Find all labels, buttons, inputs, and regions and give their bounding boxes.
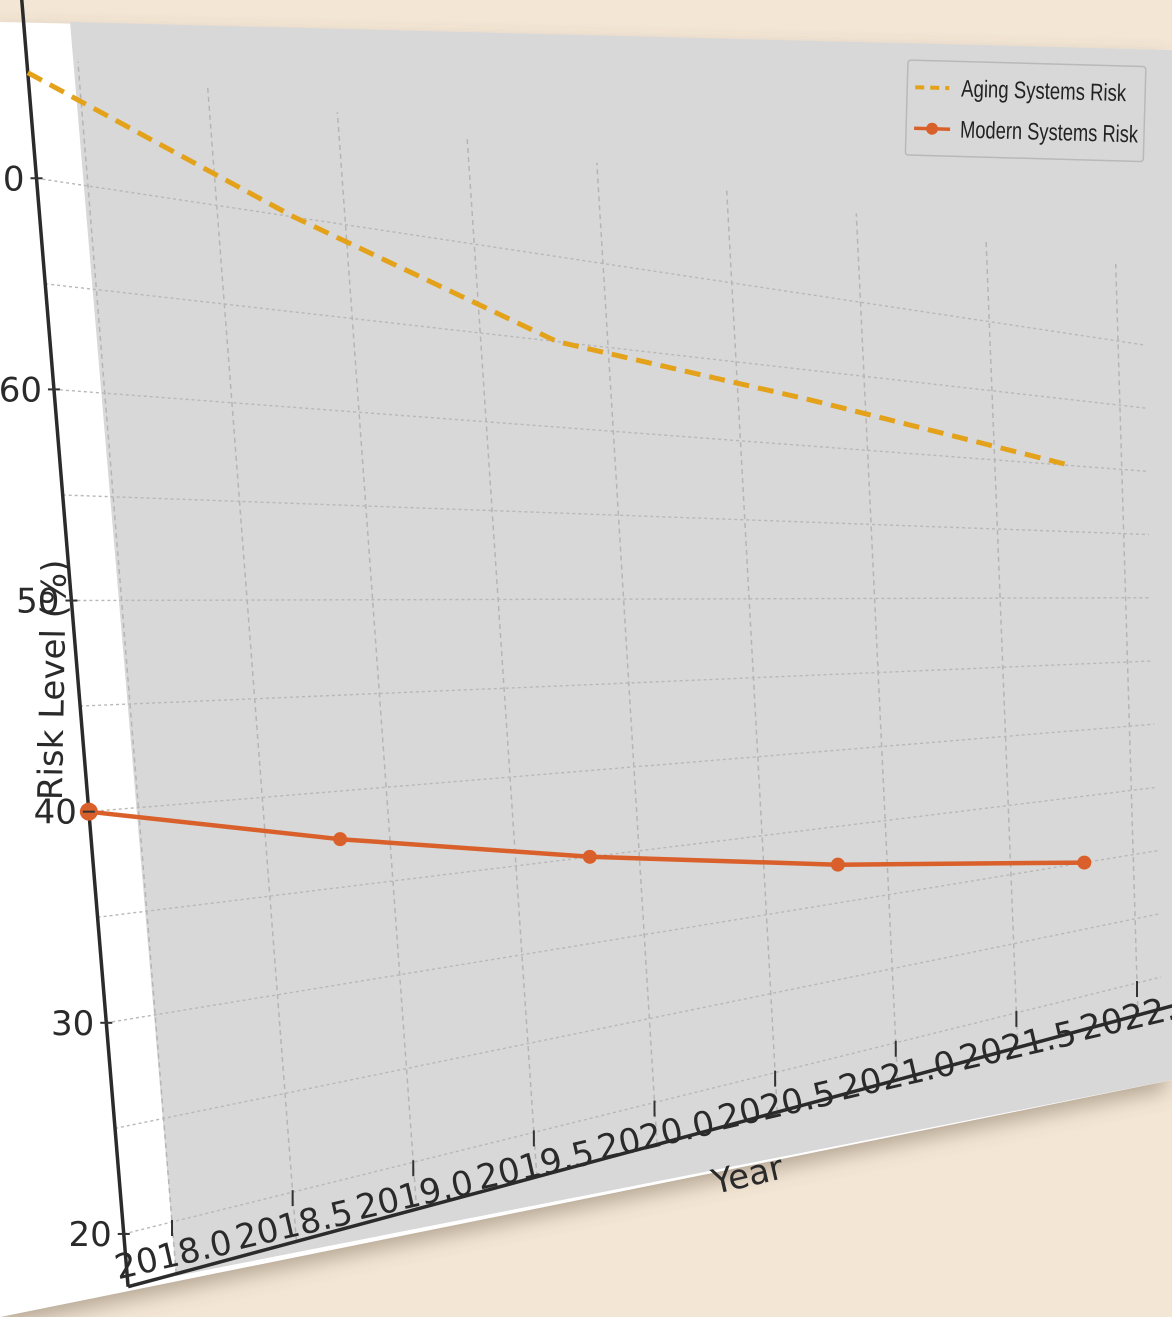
y-gridline (114, 913, 1160, 1130)
x-gridline (596, 162, 658, 1145)
x-gridline (466, 137, 538, 1177)
y-axis-label: Risk Level (%) (31, 559, 75, 800)
legend-box (904, 59, 1147, 163)
y-axis-line (20, 0, 130, 1287)
legend: Aging Systems Risk Modern Systems Risk (904, 59, 1147, 163)
x-axis-line (127, 1004, 1172, 1289)
y-tick-label: 30 (51, 1004, 94, 1044)
y-tick-label: 40 (34, 793, 77, 833)
y-gridline (62, 494, 1149, 536)
y-gridline (88, 723, 1155, 813)
series-line-aging (26, 70, 1072, 469)
y-gridline (80, 660, 1153, 707)
x-gridline (336, 112, 418, 1210)
y-gridline (45, 283, 1146, 409)
grid-layer (36, 61, 1162, 1274)
legend-label-modern: Modern Systems Risk (960, 116, 1139, 148)
axes-layer (20, 0, 1172, 1289)
legend-swatch-aging (915, 85, 950, 91)
x-gridline (206, 86, 298, 1242)
series-point-modern (582, 849, 597, 864)
y-tick-label: 50 (16, 582, 59, 622)
y-gridline (123, 976, 1162, 1235)
y-tick-label: 60 (0, 370, 42, 410)
series-point-modern (830, 857, 845, 872)
y-tick-label: 70 (0, 159, 25, 199)
series-layer (26, 70, 1092, 872)
y-gridline (53, 388, 1148, 473)
x-gridline (855, 213, 899, 1080)
legend-label-aging: Aging Systems Risk (961, 76, 1127, 108)
y-gridline (97, 786, 1156, 918)
series-point-modern (1077, 855, 1092, 870)
y-gridline (36, 177, 1144, 346)
plot-area (70, 22, 1172, 1276)
legend-marker-modern (926, 122, 939, 135)
y-tick-label: 20 (68, 1215, 111, 1255)
x-gridline (725, 188, 779, 1113)
series-point-modern (333, 832, 348, 847)
x-gridline (77, 61, 177, 1274)
